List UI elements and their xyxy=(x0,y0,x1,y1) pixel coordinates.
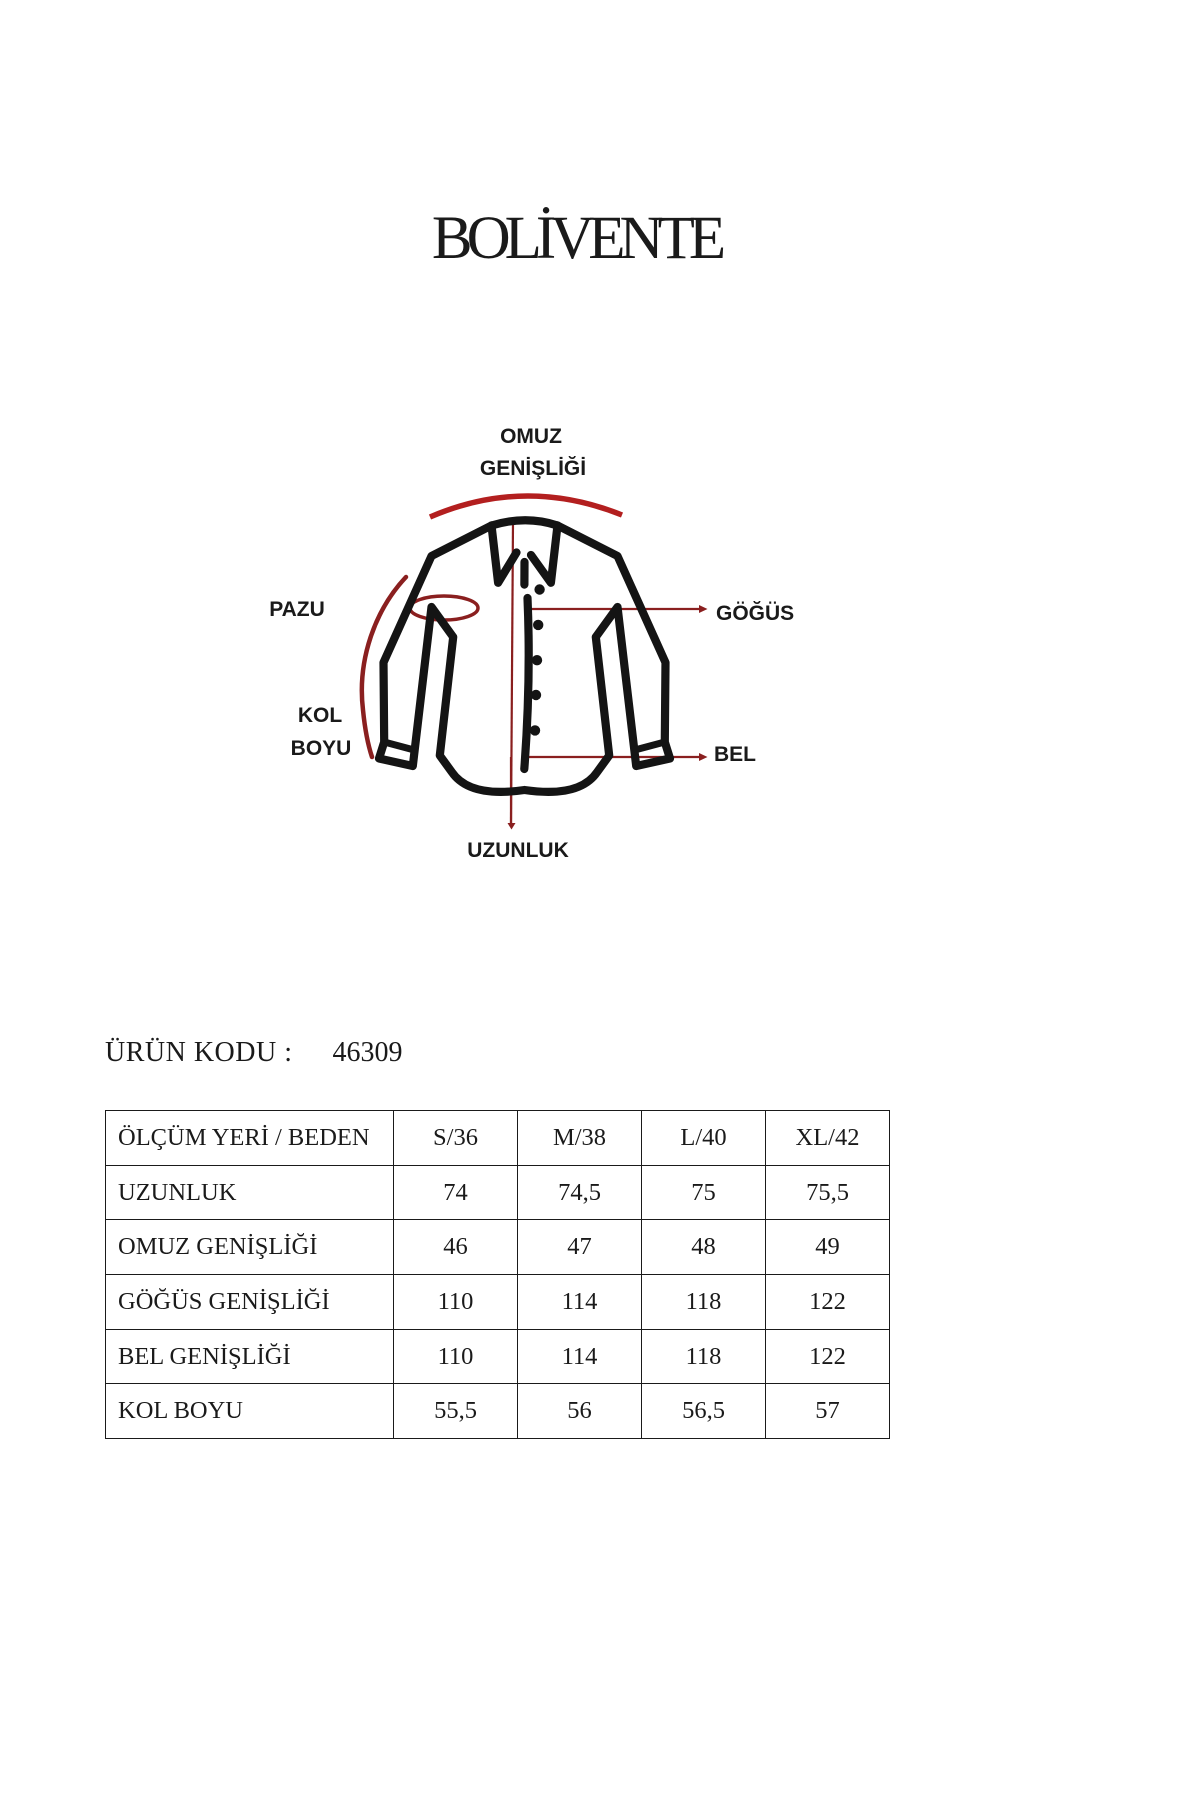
svg-text:UZUNLUK: UZUNLUK xyxy=(467,839,568,862)
svg-text:OMUZ: OMUZ xyxy=(500,425,562,448)
svg-text:BEL: BEL xyxy=(714,743,756,766)
svg-text:BOYU: BOYU xyxy=(291,737,352,760)
svg-text:GENİŞLİĞİ: GENİŞLİĞİ xyxy=(480,456,586,480)
svg-text:GÖĞÜS: GÖĞÜS xyxy=(716,601,794,625)
svg-text:PAZU: PAZU xyxy=(269,598,325,621)
svg-text:KOL: KOL xyxy=(298,704,343,727)
